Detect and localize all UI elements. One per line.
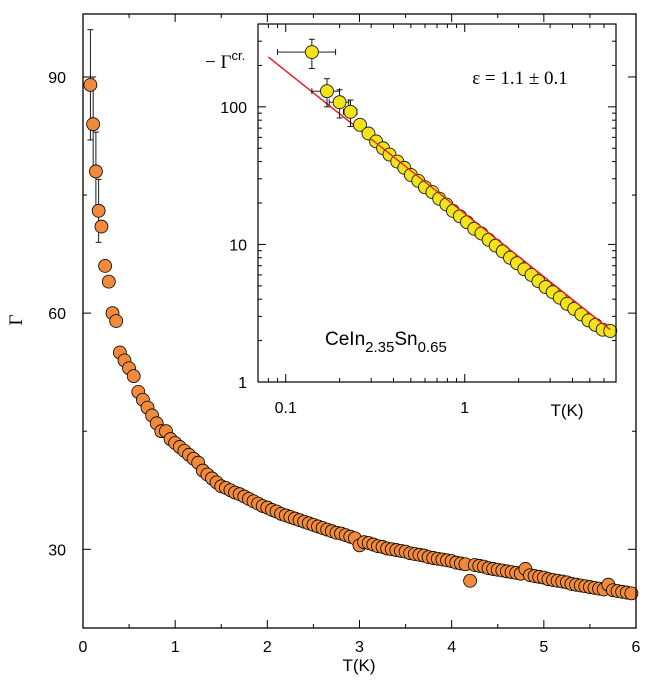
inset-x-axis-label: T(K) [550, 401, 583, 420]
main-x-tick-label: 2 [263, 639, 272, 656]
inset-fit-line-overlay [370, 138, 611, 331]
main-data-point [94, 219, 109, 234]
inset-plot-marks [267, 38, 618, 338]
main-data-point [126, 369, 141, 384]
main-y-axis-label: Γ [6, 314, 27, 325]
main-y-tick-label: 90 [48, 70, 66, 87]
inset-data-point [332, 95, 347, 110]
main-data-point [109, 314, 124, 328]
inset-y-tick-label: 10 [229, 237, 247, 254]
compound-sub2: 0.65 [418, 339, 447, 356]
main-data-point [98, 258, 113, 273]
inset-plot: 0.1 1 1 10 100 T(K) − Γcr. ε = 1.1 ± 0.1 CeI… [205, 23, 618, 420]
main-plot: 0 1 2 3 4 5 6 30 60 90 T(K) Γ [6, 13, 641, 675]
main-x-tick-label: 4 [447, 639, 456, 656]
main-data-point [86, 117, 101, 132]
inset-y-axis-label-main: − Γ [205, 52, 231, 73]
main-data-point [83, 77, 98, 92]
main-data-point [91, 203, 106, 218]
main-data-point [463, 573, 478, 588]
compound-base: CeIn [325, 329, 365, 350]
main-y-tick-label: 60 [48, 306, 66, 323]
compound-label: CeIn2.35Sn0.65 [325, 329, 447, 356]
main-x-tick-label: 3 [355, 639, 364, 656]
inset-axis-ticks: 0.1 1 1 10 100 [220, 23, 617, 417]
main-x-tick-label: 5 [539, 639, 548, 656]
main-x-tick-label: 1 [171, 639, 180, 656]
inset-data-point [304, 45, 319, 60]
main-data-point [624, 586, 639, 601]
compound-mid: Sn [394, 329, 417, 350]
inset-y-tick-label: 100 [220, 100, 247, 117]
inset-data-point [320, 84, 334, 99]
inset-x-tick-label: 1 [460, 400, 469, 417]
inset-y-tick-label: 1 [238, 375, 247, 392]
inset-y-axis-label: − Γcr. [205, 48, 245, 73]
main-x-axis-label: T(K) [342, 656, 375, 675]
main-x-tick-label: 0 [79, 639, 88, 656]
main-x-tick-label: 6 [632, 639, 641, 656]
main-axis-ticks: 0 1 2 3 4 5 6 30 60 90 [48, 14, 641, 656]
inset-x-tick-label: 0.1 [275, 400, 297, 417]
main-data-point [89, 164, 103, 179]
inset-data-point [343, 104, 358, 119]
inset-exponent-annotation: ε = 1.1 ± 0.1 [472, 68, 568, 89]
compound-sub1: 2.35 [365, 339, 394, 356]
main-data-point [101, 274, 116, 289]
main-y-tick-label: 30 [48, 542, 66, 559]
inset-y-axis-label-sup: cr. [231, 48, 245, 63]
main-plot-marks [83, 29, 639, 601]
inset-data-point [353, 117, 367, 132]
